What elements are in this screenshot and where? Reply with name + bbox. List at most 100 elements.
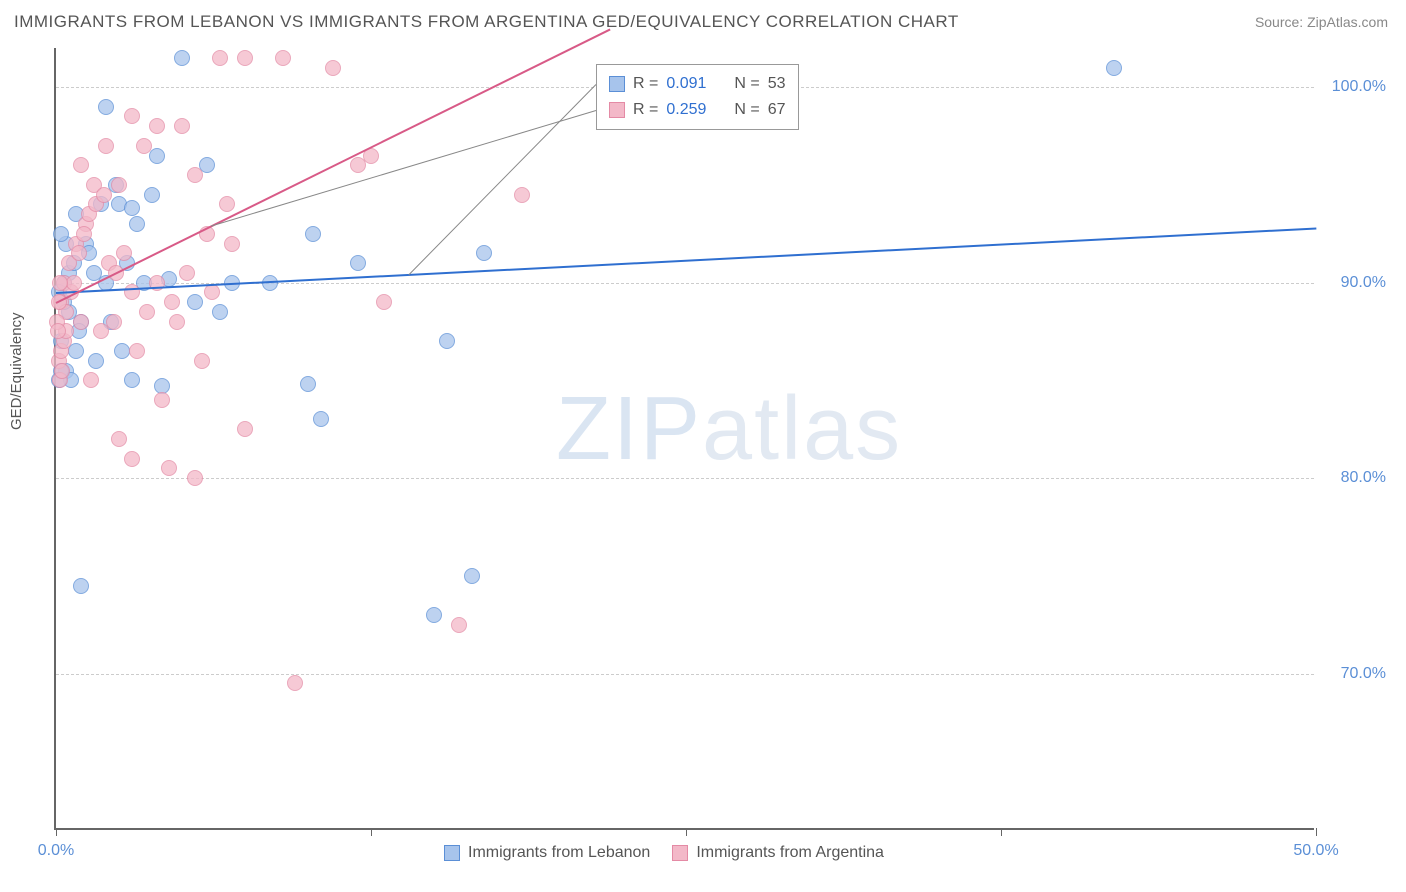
scatter-point-argentina xyxy=(376,294,392,310)
scatter-point-lebanon xyxy=(88,353,104,369)
scatter-point-argentina xyxy=(98,138,114,154)
scatter-point-argentina xyxy=(237,421,253,437)
legend-item-argentina: Immigrants from Argentina xyxy=(672,844,884,862)
scatter-point-argentina xyxy=(71,245,87,261)
scatter-point-argentina xyxy=(169,314,185,330)
x-tick xyxy=(371,828,372,836)
scatter-point-argentina xyxy=(212,50,228,66)
scatter-point-argentina xyxy=(66,275,82,291)
stats-swatch-argentina xyxy=(609,102,625,118)
stats-n-value: 53 xyxy=(768,75,786,93)
scatter-point-lebanon xyxy=(350,255,366,271)
chart-title: IMMIGRANTS FROM LEBANON VS IMMIGRANTS FR… xyxy=(14,12,959,32)
scatter-point-argentina xyxy=(116,245,132,261)
x-tick xyxy=(686,828,687,836)
scatter-point-argentina xyxy=(179,265,195,281)
scatter-point-argentina xyxy=(325,60,341,76)
stats-row-argentina: R = 0.259 N = 67 xyxy=(609,97,786,123)
y-tick-label: 70.0% xyxy=(1322,665,1386,683)
stats-n-label: N = xyxy=(734,101,759,119)
x-tick-label: 50.0% xyxy=(1293,842,1338,860)
scatter-point-argentina xyxy=(514,187,530,203)
scatter-point-argentina xyxy=(124,108,140,124)
scatter-point-argentina xyxy=(187,167,203,183)
scatter-point-lebanon xyxy=(124,200,140,216)
scatter-point-lebanon xyxy=(305,226,321,242)
scatter-point-argentina xyxy=(194,353,210,369)
scatter-plot: ZIPatlas 70.0%80.0%90.0%100.0%0.0%50.0%R… xyxy=(54,48,1314,830)
legend-swatch-lebanon xyxy=(444,845,460,861)
scatter-point-argentina xyxy=(129,343,145,359)
y-tick-label: 90.0% xyxy=(1322,274,1386,292)
scatter-point-lebanon xyxy=(174,50,190,66)
scatter-point-argentina xyxy=(350,157,366,173)
stats-r-value: 0.259 xyxy=(666,101,706,119)
legend: Immigrants from Lebanon Immigrants from A… xyxy=(444,844,884,862)
scatter-point-argentina xyxy=(154,392,170,408)
scatter-point-argentina xyxy=(83,372,99,388)
y-axis-label: GED/Equivalency xyxy=(8,312,25,430)
leader-line-argentina xyxy=(211,110,596,226)
scatter-point-argentina xyxy=(451,617,467,633)
stats-r-label: R = xyxy=(633,101,658,119)
watermark-part2: atlas xyxy=(702,379,902,479)
source-attribution: Source: ZipAtlas.com xyxy=(1255,14,1388,30)
x-tick-label: 0.0% xyxy=(38,842,74,860)
y-tick-label: 100.0% xyxy=(1322,78,1386,96)
scatter-point-argentina xyxy=(161,460,177,476)
scatter-point-argentina xyxy=(275,50,291,66)
scatter-point-argentina xyxy=(54,363,70,379)
stats-box: R = 0.091 N = 53 R = 0.259 N = 67 xyxy=(596,64,799,130)
scatter-point-argentina xyxy=(224,236,240,252)
scatter-point-argentina xyxy=(237,50,253,66)
scatter-point-lebanon xyxy=(144,187,160,203)
scatter-point-argentina xyxy=(287,675,303,691)
scatter-point-argentina xyxy=(139,304,155,320)
scatter-point-lebanon xyxy=(439,333,455,349)
stats-r-value: 0.091 xyxy=(666,75,706,93)
scatter-point-argentina xyxy=(111,431,127,447)
scatter-point-argentina xyxy=(111,177,127,193)
scatter-point-argentina xyxy=(174,118,190,134)
scatter-point-lebanon xyxy=(149,148,165,164)
scatter-point-argentina xyxy=(204,284,220,300)
scatter-point-lebanon xyxy=(114,343,130,359)
scatter-point-argentina xyxy=(164,294,180,310)
scatter-point-argentina xyxy=(124,284,140,300)
stats-n-value: 67 xyxy=(768,101,786,119)
scatter-point-lebanon xyxy=(129,216,145,232)
scatter-point-lebanon xyxy=(68,343,84,359)
scatter-point-argentina xyxy=(96,187,112,203)
gridline-h xyxy=(56,674,1314,675)
scatter-point-lebanon xyxy=(187,294,203,310)
stats-n-label: N = xyxy=(734,75,759,93)
scatter-point-lebanon xyxy=(53,226,69,242)
trend-line-lebanon xyxy=(56,228,1316,295)
gridline-h xyxy=(56,478,1314,479)
scatter-point-lebanon xyxy=(464,568,480,584)
y-tick-label: 80.0% xyxy=(1322,469,1386,487)
x-tick xyxy=(56,828,57,836)
legend-swatch-argentina xyxy=(672,845,688,861)
stats-swatch-lebanon xyxy=(609,76,625,92)
scatter-point-argentina xyxy=(149,118,165,134)
scatter-point-lebanon xyxy=(300,376,316,392)
scatter-point-argentina xyxy=(50,323,66,339)
scatter-point-argentina xyxy=(124,451,140,467)
x-tick xyxy=(1316,828,1317,836)
scatter-point-argentina xyxy=(106,314,122,330)
scatter-point-argentina xyxy=(219,196,235,212)
legend-label-lebanon: Immigrants from Lebanon xyxy=(468,844,650,862)
scatter-point-lebanon xyxy=(73,578,89,594)
legend-item-lebanon: Immigrants from Lebanon xyxy=(444,844,650,862)
watermark: ZIPatlas xyxy=(556,378,902,481)
stats-row-lebanon: R = 0.091 N = 53 xyxy=(609,71,786,97)
scatter-point-lebanon xyxy=(124,372,140,388)
legend-label-argentina: Immigrants from Argentina xyxy=(696,844,884,862)
scatter-point-lebanon xyxy=(1106,60,1122,76)
scatter-point-argentina xyxy=(52,275,68,291)
watermark-part1: ZIP xyxy=(556,379,702,479)
scatter-point-argentina xyxy=(76,226,92,242)
stats-r-label: R = xyxy=(633,75,658,93)
scatter-point-argentina xyxy=(73,157,89,173)
